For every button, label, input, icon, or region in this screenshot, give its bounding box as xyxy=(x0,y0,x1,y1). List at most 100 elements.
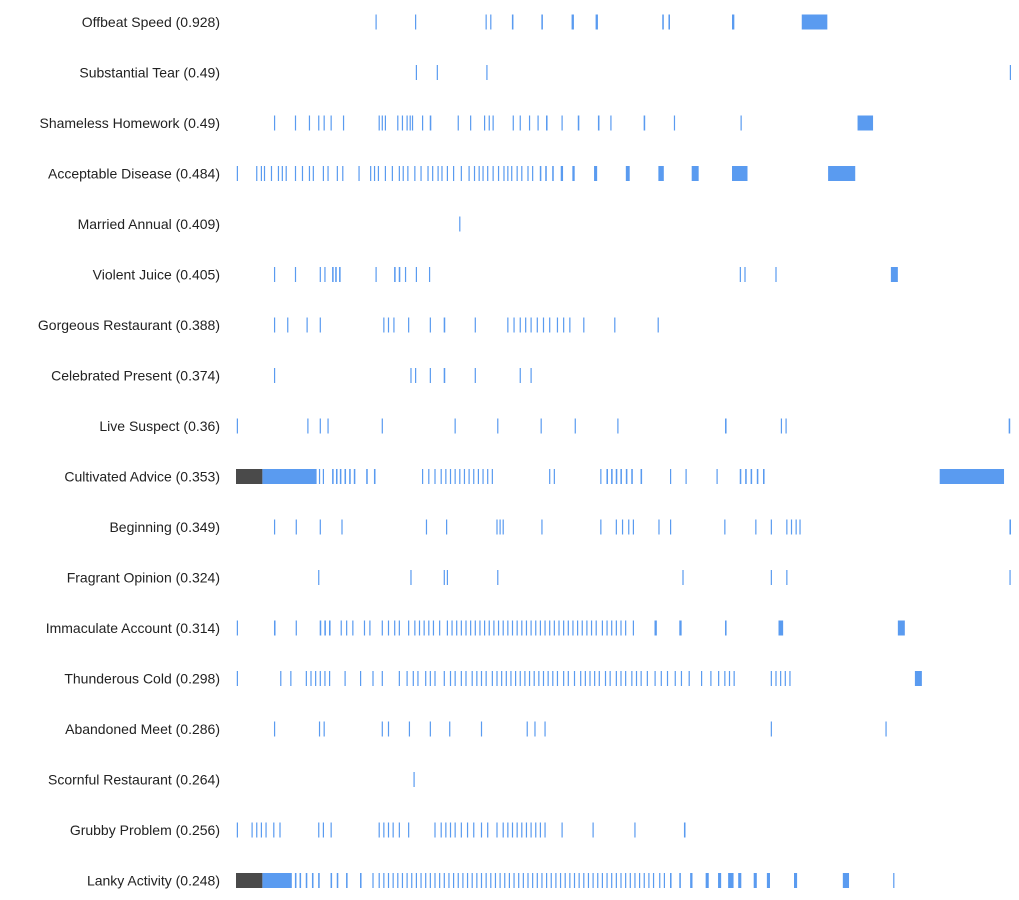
barcode-mark xyxy=(273,519,276,535)
barcode-mark xyxy=(679,873,681,888)
barcode-mark xyxy=(401,873,404,888)
barcode-mark xyxy=(262,873,292,888)
row-label: Substantial Tear (0.49) xyxy=(79,65,220,81)
barcode-mark xyxy=(454,418,456,434)
barcode-mark xyxy=(590,620,593,636)
barcode-mark xyxy=(725,620,727,636)
barcode-mark xyxy=(370,166,372,181)
barcode-mark xyxy=(429,368,431,383)
barcode-mark xyxy=(499,873,501,888)
barcode-mark xyxy=(583,317,585,333)
barcode-row xyxy=(375,14,828,30)
barcode-mark xyxy=(739,469,742,484)
barcode-mark xyxy=(778,620,784,636)
barcode-mark xyxy=(507,620,509,636)
barcode-mark xyxy=(521,166,523,181)
barcode-mark xyxy=(410,368,412,383)
barcode-mark xyxy=(546,115,548,131)
barcode-mark xyxy=(615,873,617,888)
barcode-mark xyxy=(443,873,445,888)
barcode-mark xyxy=(294,267,297,282)
barcode-mark xyxy=(482,469,484,484)
barcode-mark xyxy=(398,671,400,686)
barcode-mark xyxy=(532,873,534,888)
barcode-mark xyxy=(369,620,371,636)
barcode-mark xyxy=(342,166,344,181)
row-labels: Offbeat Speed (0.928) Substantial Tear (0… xyxy=(38,14,220,889)
barcode-mark xyxy=(511,620,514,636)
barcode-mark xyxy=(236,418,238,434)
barcode-mark xyxy=(318,570,320,585)
row-label: Immaculate Account (0.314) xyxy=(46,620,220,636)
barcode-mark xyxy=(387,822,390,838)
barcode-mark xyxy=(775,671,777,686)
barcode-mark xyxy=(611,469,613,484)
barcode-mark xyxy=(510,671,512,686)
barcode-mark xyxy=(701,671,703,686)
barcode-mark xyxy=(375,267,377,282)
barcode-mark xyxy=(428,469,430,484)
barcode-mark xyxy=(528,115,531,131)
barcode-mark xyxy=(601,620,603,636)
barcode-mark xyxy=(476,873,478,888)
barcode-mark xyxy=(615,620,617,636)
barcode-mark xyxy=(567,620,569,636)
barcode-mark xyxy=(397,115,399,131)
barcode-mark xyxy=(476,671,478,686)
barcode-mark xyxy=(454,671,456,686)
barcode-mark xyxy=(516,166,518,181)
barcode-mark xyxy=(524,671,526,686)
barcode-mark xyxy=(378,873,380,888)
barcode-mark xyxy=(406,873,408,888)
barcode-mark xyxy=(324,671,326,686)
barcode-row xyxy=(273,519,1011,535)
barcode-mark xyxy=(378,822,380,838)
barcode-mark xyxy=(381,620,383,636)
row-label: Grubby Problem (0.256) xyxy=(70,822,220,838)
barcode-mark xyxy=(329,671,331,686)
barcode-mark xyxy=(446,620,448,636)
barcode-mark xyxy=(662,14,664,30)
barcode-mark xyxy=(407,166,409,181)
barcode-mark xyxy=(496,519,498,535)
barcode-mark xyxy=(518,873,520,888)
barcode-mark xyxy=(360,671,362,686)
barcode-mark xyxy=(265,822,267,838)
barcode-mark xyxy=(744,267,746,282)
barcode-mark xyxy=(801,14,828,30)
barcode-mark xyxy=(324,620,326,636)
barcode-mark xyxy=(443,570,445,585)
barcode-mark xyxy=(429,115,432,131)
barcode-mark xyxy=(485,873,487,888)
barcode-mark xyxy=(406,115,408,131)
barcode-mark xyxy=(415,368,417,383)
barcode-mark xyxy=(319,671,321,686)
barcode-mark xyxy=(828,166,856,181)
barcode-row xyxy=(236,469,1005,484)
barcode-mark xyxy=(725,418,727,434)
barcode-mark xyxy=(428,620,430,636)
barcode-mark xyxy=(381,671,383,686)
barcode-mark xyxy=(387,620,390,636)
barcode-mark xyxy=(420,873,422,888)
barcode-mark xyxy=(319,620,322,636)
barcode-mark xyxy=(668,14,670,30)
barcode-mark xyxy=(449,721,451,737)
barcode-mark xyxy=(499,519,501,535)
barcode-mark xyxy=(462,873,464,888)
barcode-mark xyxy=(415,14,417,30)
row-label: Live Suspect (0.36) xyxy=(99,418,220,434)
barcode-mark xyxy=(468,166,470,181)
barcode-mark xyxy=(308,115,311,131)
barcode-mark xyxy=(635,671,638,686)
barcode-mark xyxy=(592,822,594,838)
barcode-mark xyxy=(522,873,524,888)
barcode-mark xyxy=(432,166,434,181)
barcode-mark xyxy=(572,620,574,636)
barcode-mark xyxy=(595,620,597,636)
barcode-mark xyxy=(654,671,656,686)
barcode-mark xyxy=(657,317,659,333)
barcode-mark xyxy=(490,14,492,30)
barcode-mark xyxy=(341,519,343,535)
barcode-mark xyxy=(339,469,342,484)
